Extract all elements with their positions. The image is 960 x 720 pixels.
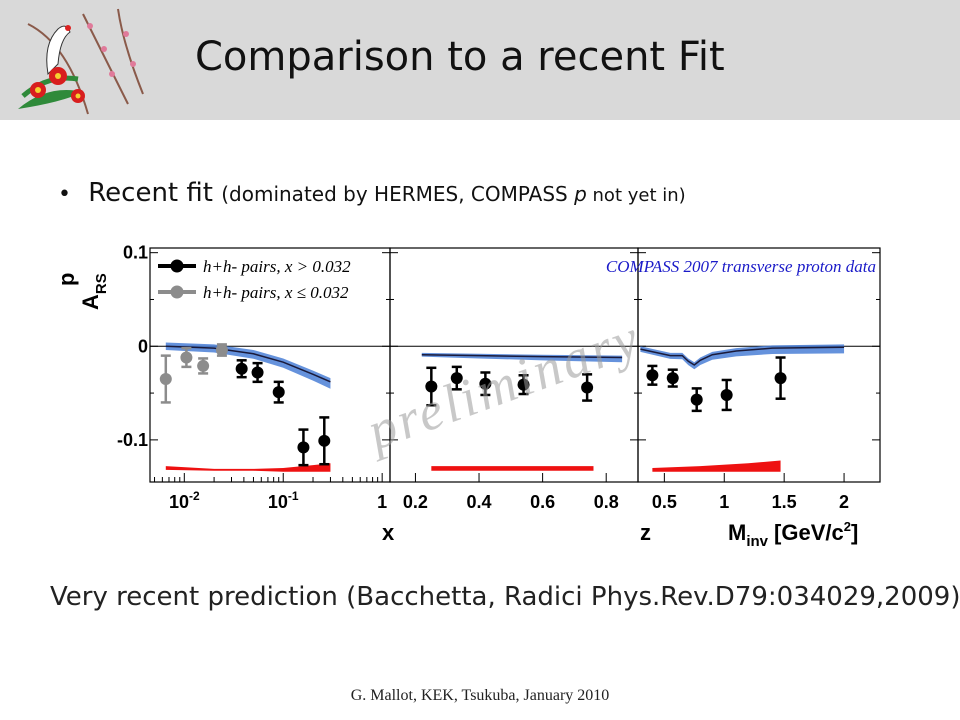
x-axis-label-x: x [382, 520, 395, 545]
footer-text: G. Mallot, KEK, Tsukuba, January 2010 [350, 687, 610, 704]
bullet-main-text: Recent fit [88, 178, 213, 208]
x-axis-label-unit-end: ] [851, 520, 858, 545]
slide-title: Comparison to a recent Fit [195, 34, 725, 80]
x-tick-label: 1 [377, 492, 387, 512]
data-point [666, 372, 679, 385]
fit-curve-minv [640, 346, 845, 366]
bullet-notyet-text: not yet in) [586, 185, 686, 206]
slide-header: Comparison to a recent Fit [0, 0, 960, 120]
y-tick-label: 0.1 [123, 243, 148, 263]
x-tick-label: 0.5 [652, 492, 677, 512]
y-tick-label: -0.1 [117, 430, 148, 450]
data-point [297, 441, 310, 454]
data-point [450, 372, 463, 385]
legend-marker [170, 259, 184, 273]
data-point [235, 362, 248, 375]
bullet-paren-text: (dominated by HERMES, [221, 182, 471, 206]
y-axis-label: ARS [78, 273, 110, 310]
data-point [425, 380, 438, 393]
x-axis-label-z: z [640, 520, 651, 545]
data-point [318, 434, 331, 447]
fit-curve-x [165, 345, 331, 383]
x-axis-label-unit-sup: 2 [844, 519, 851, 534]
data-point [517, 378, 530, 391]
legend-label: h+h- pairs, x ≤ 0.032 [203, 283, 349, 302]
bullet-dot-icon: • [58, 182, 71, 207]
data-point [251, 366, 264, 379]
y-tick-label: 0 [138, 336, 148, 356]
systematic-band-z [431, 466, 594, 471]
prediction-text: Very recent prediction (Bacchetta, Radic… [50, 582, 960, 612]
x-tick-label: 0.2 [403, 492, 428, 512]
data-point [479, 377, 492, 390]
data-point [720, 388, 733, 401]
fit-curve-z [421, 353, 623, 359]
bullet-compass-text: COMPASS [470, 182, 575, 206]
data-point [197, 359, 210, 372]
x-tick-label: 1 [719, 492, 729, 512]
data-point [774, 372, 787, 385]
legend-label: h+h- pairs, x > 0.032 [203, 257, 351, 276]
x-tick-label: 2 [839, 492, 849, 512]
data-point [159, 373, 172, 386]
data-point [646, 369, 659, 382]
x-tick-label: 0.4 [467, 492, 492, 512]
systematic-band-minv [652, 460, 781, 472]
preliminary-watermark: preliminary [356, 307, 649, 463]
x-tick-label: 10-2 [169, 489, 200, 512]
bullet-item: • Recent fit (dominated by HERMES, COMPA… [58, 178, 686, 208]
x-tick-label-exponent: -2 [189, 489, 200, 503]
data-point [690, 393, 703, 406]
panel-frame-minv [637, 247, 881, 483]
x-tick-label: 0.8 [594, 492, 619, 512]
x-tick-label-exponent: -1 [288, 489, 299, 503]
data-point [215, 344, 228, 357]
crane-plum-blossom-logo [18, 8, 144, 115]
x-tick-label: 10-1 [268, 489, 299, 512]
x-axis-label-sub: inv [746, 533, 768, 550]
data-point [180, 351, 193, 364]
systematic-band-x [165, 463, 331, 472]
chart-annotation: COMPASS 2007 transverse proton data [606, 257, 876, 276]
legend-marker [170, 285, 184, 299]
x-tick-label: 0.6 [530, 492, 555, 512]
data-point [581, 381, 594, 394]
x-axis-label-unit: [GeV/c [774, 520, 844, 545]
data-point [272, 386, 285, 399]
y-axis-label-sub: RS [93, 273, 110, 294]
bullet-p-text: p [574, 182, 587, 206]
x-tick-label: 1.5 [772, 492, 797, 512]
x-axis-label-minv: Minv [GeV/c2] [728, 519, 858, 550]
y-axis-label-sup: p [60, 273, 79, 286]
